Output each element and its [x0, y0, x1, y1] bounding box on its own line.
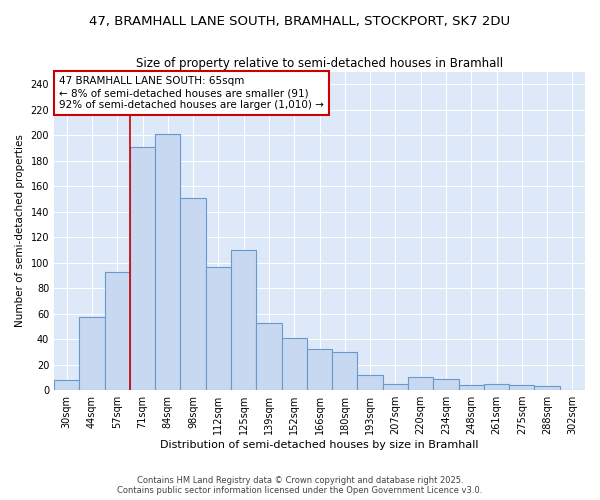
Bar [281, 338, 307, 390]
Bar [408, 378, 433, 390]
Bar [256, 322, 281, 390]
Text: 47 BRAMHALL LANE SOUTH: 65sqm
← 8% of semi-detached houses are smaller (91)
92% : 47 BRAMHALL LANE SOUTH: 65sqm ← 8% of se… [59, 76, 324, 110]
Y-axis label: Number of semi-detached properties: Number of semi-detached properties [15, 134, 25, 328]
Bar [206, 266, 231, 390]
Bar [155, 134, 181, 390]
Bar [383, 384, 408, 390]
Bar [307, 350, 332, 390]
Bar [332, 352, 358, 390]
Bar [79, 318, 104, 390]
Bar [509, 385, 535, 390]
X-axis label: Distribution of semi-detached houses by size in Bramhall: Distribution of semi-detached houses by … [160, 440, 479, 450]
Bar [484, 384, 509, 390]
Bar [458, 385, 484, 390]
Bar [535, 386, 560, 390]
Bar [358, 375, 383, 390]
Bar [433, 378, 458, 390]
Bar [130, 147, 155, 390]
Bar [104, 272, 130, 390]
Text: 47, BRAMHALL LANE SOUTH, BRAMHALL, STOCKPORT, SK7 2DU: 47, BRAMHALL LANE SOUTH, BRAMHALL, STOCK… [89, 15, 511, 28]
Bar [231, 250, 256, 390]
Title: Size of property relative to semi-detached houses in Bramhall: Size of property relative to semi-detach… [136, 58, 503, 70]
Text: Contains HM Land Registry data © Crown copyright and database right 2025.
Contai: Contains HM Land Registry data © Crown c… [118, 476, 482, 495]
Bar [54, 380, 79, 390]
Bar [181, 198, 206, 390]
